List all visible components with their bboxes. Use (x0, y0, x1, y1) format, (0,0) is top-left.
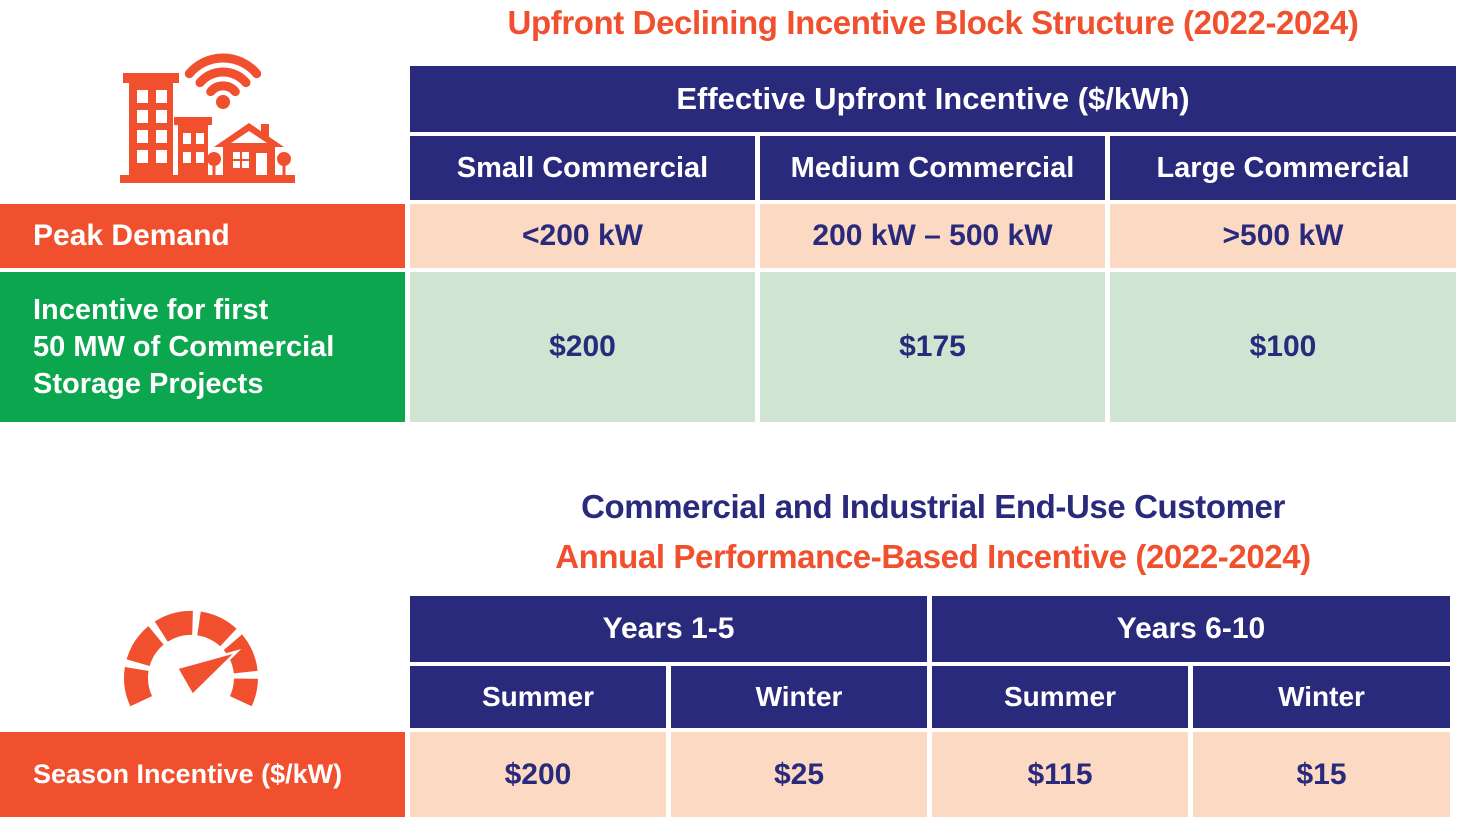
performance-table-title-line2: Annual Performance-Based Incentive (2022… (555, 538, 1311, 575)
season-header-summer-1: Summer (410, 666, 666, 728)
peak-demand-medium-value: 200 kW – 500 kW (760, 204, 1105, 268)
incentive-small-value: $200 (410, 272, 755, 422)
upfront-incentive-table: Effective Upfront Incentive ($/kWh) Smal… (0, 66, 1456, 422)
row-label-season-incentive: Season Incentive ($/kW) (0, 732, 405, 817)
season-incentive-years6-10-summer-value: $115 (932, 732, 1188, 817)
group-header-years-1-5: Years 1-5 (410, 596, 927, 662)
performance-incentive-table: Years 1-5 Years 6-10 Summer Winter Summe… (0, 596, 1450, 817)
peak-demand-large-value: >500 kW (1110, 204, 1456, 268)
column-header-medium-commercial: Medium Commercial (760, 136, 1105, 200)
incentive-medium-value: $175 (760, 272, 1105, 422)
season-incentive-years1-5-winter-value: $25 (671, 732, 927, 817)
incentive-label-line-3: Storage Projects (33, 367, 264, 400)
incentive-label-line-1: Incentive for first (33, 293, 269, 326)
incentive-label-line-2: 50 MW of Commercial (33, 330, 335, 363)
season-incentive-years6-10-winter-value: $15 (1193, 732, 1450, 817)
column-header-small-commercial: Small Commercial (410, 136, 755, 200)
season-header-summer-2: Summer (932, 666, 1188, 728)
peak-demand-small-value: <200 kW (410, 204, 755, 268)
performance-table-title-line1: Commercial and Industrial End-Use Custom… (581, 488, 1285, 525)
merged-header-effective-upfront-incentive: Effective Upfront Incentive ($/kWh) (410, 66, 1456, 132)
column-header-large-commercial: Large Commercial (1110, 136, 1456, 200)
row-label-incentive-first-50mw: Incentive for first 50 MW of Commercial … (0, 272, 405, 422)
gauge-icon (124, 610, 258, 707)
season-incentive-years1-5-summer-value: $200 (410, 732, 666, 817)
incentive-large-value: $100 (1110, 272, 1456, 422)
season-header-winter-2: Winter (1193, 666, 1450, 728)
incentive-row-label-lines: Incentive for first 50 MW of Commercial … (33, 292, 334, 403)
season-header-winter-1: Winter (671, 666, 927, 728)
city-buildings-wifi-icon (120, 53, 295, 183)
upfront-table-title: Upfront Declining Incentive Block Struct… (507, 4, 1359, 41)
row-label-peak-demand: Peak Demand (0, 204, 405, 268)
group-header-years-6-10: Years 6-10 (932, 596, 1450, 662)
